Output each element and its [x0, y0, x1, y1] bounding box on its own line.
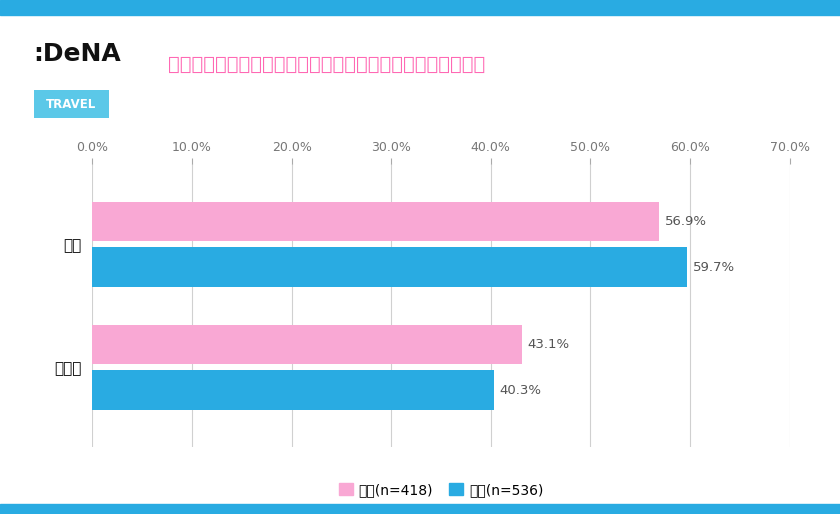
- Text: パートナーと旅行をした際に惹れ直したことはありますか？: パートナーと旅行をした際に惹れ直したことはありますか？: [168, 55, 486, 74]
- Bar: [92, 325, 522, 364]
- Bar: [92, 371, 494, 410]
- Text: 59.7%: 59.7%: [693, 261, 735, 273]
- Bar: [92, 202, 659, 241]
- Text: 43.1%: 43.1%: [528, 338, 570, 351]
- Bar: [92, 247, 687, 287]
- Text: 56.9%: 56.9%: [665, 215, 707, 228]
- Legend: 女性(n=418), 男性(n=536): 女性(n=418), 男性(n=536): [333, 478, 549, 502]
- Text: 40.3%: 40.3%: [500, 383, 542, 396]
- Text: :DeNA: :DeNA: [34, 42, 121, 66]
- Text: TRAVEL: TRAVEL: [46, 98, 97, 111]
